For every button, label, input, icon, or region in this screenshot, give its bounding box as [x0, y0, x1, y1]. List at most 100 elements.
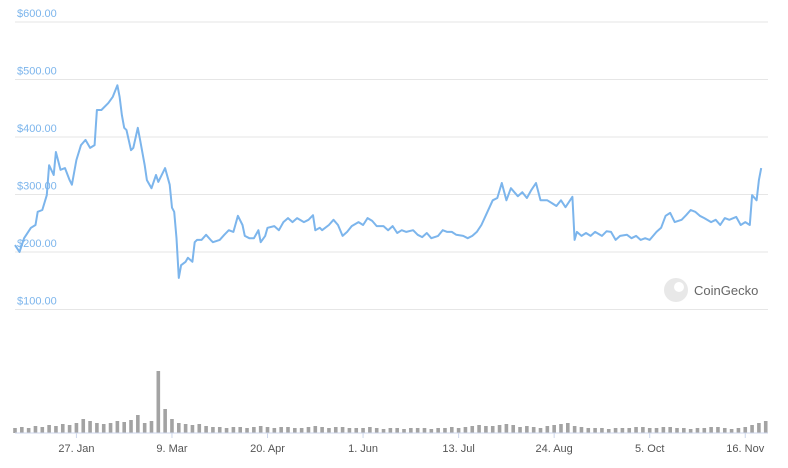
volume-bar: [368, 427, 372, 433]
x-tick-label: 13. Jul: [442, 443, 474, 455]
price-line: [14, 84, 763, 279]
volume-bar: [279, 427, 283, 433]
volume-bar: [702, 428, 707, 433]
volume-bar: [504, 424, 509, 433]
volume-bar: [743, 427, 748, 433]
volume-bar: [572, 426, 577, 433]
volume-bar: [224, 428, 229, 433]
x-tick-label: 5. Oct: [635, 443, 664, 455]
volume-bar: [67, 425, 72, 433]
volume-bar: [470, 426, 475, 433]
volume-bar: [579, 427, 584, 433]
volume-bar: [149, 421, 154, 433]
volume-bar: [647, 428, 652, 433]
x-tick-label: 1. Jun: [348, 443, 378, 455]
volume-bar: [245, 428, 249, 433]
volume-bar: [409, 428, 413, 433]
volume-bar: [688, 429, 693, 433]
volume-bar: [449, 427, 454, 433]
volume-bar: [156, 371, 161, 433]
watermark: CoinGecko: [694, 283, 758, 298]
volume-bar: [340, 427, 345, 433]
volume-bar: [183, 424, 188, 433]
volume-bar: [54, 426, 58, 433]
volume-bar: [600, 428, 604, 433]
volume-bar: [531, 427, 536, 433]
volume-bar: [142, 423, 147, 433]
y-tick-label: $500.00: [17, 66, 57, 78]
volume-bar: [163, 409, 167, 433]
y-tick-label: $600.00: [17, 8, 57, 20]
volume-bar: [74, 423, 79, 433]
volume-bar: [566, 423, 570, 433]
volume-bar: [641, 427, 645, 433]
volume-bar: [217, 427, 222, 433]
x-tick-label: 27. Jan: [58, 443, 94, 455]
y-tick-label: $200.00: [17, 238, 57, 250]
volume-bar: [402, 429, 406, 433]
y-tick-label: $400.00: [17, 123, 57, 135]
volume-bar: [108, 423, 113, 433]
volume-bar: [545, 426, 550, 433]
volume-bar: [388, 428, 393, 433]
volume-bar: [634, 427, 638, 433]
volume-bar: [443, 428, 447, 433]
volume-bar: [265, 427, 270, 433]
x-tick-label: 16. Nov: [726, 443, 764, 455]
volume-bar: [511, 425, 516, 433]
volume-bar: [627, 428, 632, 433]
volume-bar: [333, 427, 338, 433]
volume-bar: [238, 427, 243, 433]
volume-bar: [613, 428, 618, 433]
volume-bar: [95, 423, 99, 433]
volume-bar: [750, 425, 754, 433]
volume-bar: [13, 428, 17, 433]
volume-bar: [197, 424, 202, 433]
volume-bar: [204, 426, 208, 433]
volume-bar: [463, 427, 468, 433]
volume-bar: [272, 428, 277, 433]
volume-bar: [709, 427, 713, 433]
volume-bar: [26, 428, 31, 433]
volume-bar: [47, 425, 51, 433]
volume-bar: [122, 422, 126, 433]
volume-bar: [429, 429, 434, 433]
volume-bar: [518, 427, 522, 433]
volume-bar: [456, 428, 461, 433]
volume-bar: [477, 425, 481, 433]
volume-bar: [436, 428, 440, 433]
volume-bar: [320, 427, 324, 433]
volume-bar: [136, 415, 140, 433]
volume-bar: [190, 425, 195, 433]
volume-bar: [252, 427, 256, 433]
volume-bar: [490, 426, 495, 433]
volume-bar: [40, 427, 45, 433]
volume-bar: [395, 428, 399, 433]
watermark-logo: [664, 278, 688, 302]
volume-bar: [586, 428, 591, 433]
volume-bar: [347, 428, 352, 433]
volume-bar: [354, 428, 359, 433]
volume-bar: [211, 427, 215, 433]
volume-bar: [20, 427, 24, 433]
volume-bar: [682, 428, 686, 433]
volume-bar: [620, 428, 625, 433]
volume-bar: [231, 427, 236, 433]
x-tick-label: 20. Apr: [250, 443, 285, 455]
volume-bar: [306, 427, 311, 433]
volume-bar: [258, 426, 263, 433]
x-tick-label: 9. Mar: [156, 443, 188, 455]
volume-bar: [497, 425, 502, 433]
volume-bar: [763, 421, 768, 433]
volume-bar: [606, 429, 611, 433]
volume-bar: [176, 423, 181, 433]
volume-bar: [716, 427, 720, 433]
volume-bar: [484, 426, 488, 433]
volume-bar: [675, 428, 679, 433]
y-tick-label: $300.00: [17, 181, 57, 193]
volume-bar: [101, 424, 106, 433]
volume-bar: [88, 421, 92, 433]
volume-bar: [374, 428, 379, 433]
